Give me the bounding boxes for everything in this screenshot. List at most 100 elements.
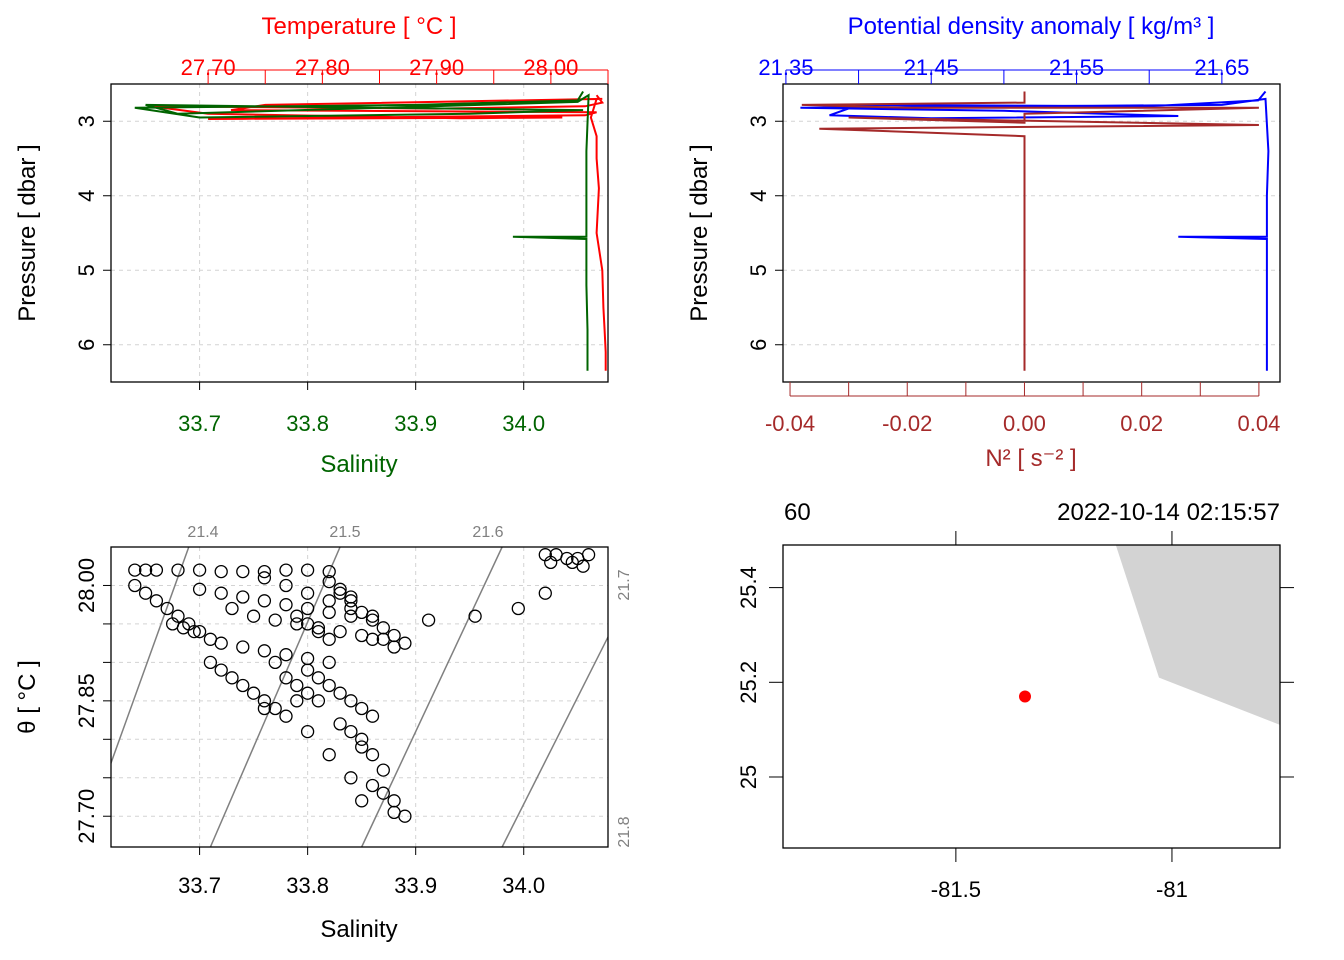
ts-point <box>290 694 304 708</box>
ts-point <box>311 694 326 708</box>
ts-point <box>300 601 315 616</box>
p3-bottom-tick-label: 33.7 <box>178 873 221 898</box>
ts-point <box>344 771 358 785</box>
p2-bottom-tick-label: 0.02 <box>1120 411 1163 436</box>
map-x-tick-label: -81.5 <box>931 877 981 902</box>
ts-point <box>355 732 369 746</box>
ts-point <box>236 678 250 693</box>
p2-y-tick-label: 4 <box>746 190 771 202</box>
ts-point <box>257 564 272 579</box>
map-y-tick-label: 25.4 <box>736 566 761 609</box>
ts-point <box>290 617 304 631</box>
land-polygon <box>1115 545 1280 725</box>
isopycnal-label: 21.8 <box>616 816 633 847</box>
ts-point <box>268 613 282 627</box>
ts-point <box>192 563 207 577</box>
map-x-tick-label: -81 <box>1156 877 1188 902</box>
ts-point <box>355 605 369 620</box>
p2-bottom-axis: -0.04 -0.02 0.00 0.02 0.04 <box>765 382 1280 436</box>
ts-point <box>290 678 304 693</box>
ts-point <box>214 564 228 579</box>
ts-point <box>344 594 358 608</box>
map-y-tick-label: 25.2 <box>736 661 761 704</box>
ts-point <box>236 564 250 579</box>
p1-top-axis-title: Temperature [ °C ] <box>262 13 457 40</box>
density-n2-profile: 21.35 21.45 21.55 21.65 -0.04 -0.02 0.00 0.02 0… <box>686 13 1281 472</box>
p1-bottom-tick-label: 34.0 <box>502 411 545 436</box>
ts-point <box>544 555 558 570</box>
ts-point <box>257 694 272 708</box>
ts-point <box>214 586 228 600</box>
ts-point <box>468 609 482 623</box>
p1-bottom-tick-label: 33.7 <box>178 411 221 436</box>
station-marker <box>1019 690 1031 703</box>
p3-frame <box>110 546 609 848</box>
p3-bottom-axis: 33.7 33.8 33.9 34.0 <box>178 847 545 898</box>
ts-point <box>300 663 315 677</box>
ts-point <box>365 778 380 793</box>
p2-y-tick-label: 5 <box>746 264 771 276</box>
ts-point <box>246 609 261 623</box>
ts-point <box>311 624 326 639</box>
p2-top-tick-label: 21.55 <box>1049 55 1104 80</box>
p2-y-axis-title: Pressure [ dbar ] <box>686 144 713 321</box>
p2-frame <box>782 83 1281 383</box>
p2-bottom-tick-label: 0.04 <box>1237 411 1280 436</box>
ts-point <box>300 724 315 739</box>
p1-y-axis-title: Pressure [ dbar ] <box>14 144 41 321</box>
p4-axes: -81.5 -81 25 25.2 25.4 <box>736 531 1294 902</box>
p2-series-n2-line <box>801 91 1259 371</box>
ts-point <box>300 617 315 631</box>
ts-point <box>365 613 380 627</box>
ts-point <box>387 805 401 820</box>
p1-series-salinity-line <box>134 90 590 371</box>
ts-point <box>290 609 304 623</box>
ts-point <box>421 613 436 627</box>
ts-point <box>355 740 369 754</box>
p1-y-tick-label: 4 <box>74 190 99 202</box>
ts-point <box>333 717 347 731</box>
ts-point <box>333 582 347 596</box>
p3-y-tick-label: 27.70 <box>74 789 99 844</box>
p1-y-tick-label: 5 <box>74 264 99 276</box>
p1-top-tick-label: 27.70 <box>181 55 236 80</box>
ts-point <box>187 624 201 639</box>
isopycnal-line <box>360 547 503 847</box>
p1-bottom-axis: 33.7 33.8 33.9 34.0 <box>178 382 545 436</box>
p1-y-tick-label: 3 <box>74 115 99 127</box>
ts-point <box>279 648 293 662</box>
ts-point <box>192 582 207 596</box>
ts-point <box>203 655 218 670</box>
ts-point <box>322 655 336 670</box>
ts-point <box>365 748 380 762</box>
ts-point <box>322 678 336 693</box>
p1-y-tick-label: 6 <box>74 339 99 351</box>
ts-point <box>387 628 401 643</box>
ts-point <box>538 586 552 600</box>
ts-point <box>257 594 272 608</box>
p2-bottom-axis-title: N² [ s⁻² ] <box>985 445 1076 472</box>
p2-top-tick-label: 21.65 <box>1194 55 1249 80</box>
isopycnal-label: 21.4 <box>187 524 218 541</box>
ts-point <box>236 640 250 654</box>
p4-frame <box>782 544 1281 849</box>
ts-point <box>398 636 412 650</box>
isopycnal-label: 21.6 <box>472 524 503 541</box>
ts-point <box>511 601 525 616</box>
p1-bottom-tick-label: 33.9 <box>394 411 437 436</box>
p1-grid <box>111 84 608 382</box>
isopycnal-label: 21.5 <box>329 524 360 541</box>
p3-isopycnal-labels: 21.4 21.5 21.6 21.7 21.8 <box>187 524 633 848</box>
ts-point <box>279 709 293 723</box>
p3-bottom-tick-label: 33.9 <box>394 873 437 898</box>
ts-point <box>581 548 596 562</box>
isopycnal-line <box>111 547 190 766</box>
ts-point <box>376 786 390 800</box>
ts-point <box>257 644 272 658</box>
p3-x-axis-title: Salinity <box>320 916 397 943</box>
ts-point <box>138 563 153 577</box>
ts-point <box>225 601 239 616</box>
ts-point <box>214 663 228 677</box>
p2-series-density-line <box>800 90 1270 371</box>
ts-point <box>171 563 185 577</box>
